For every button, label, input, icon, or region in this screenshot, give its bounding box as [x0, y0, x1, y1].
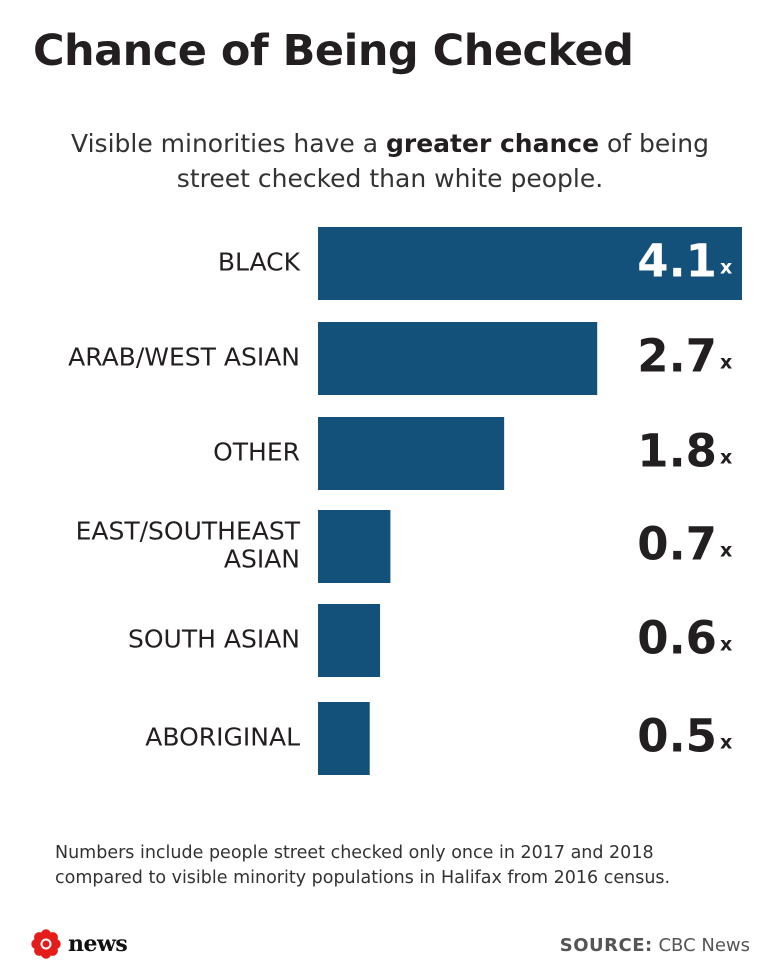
value-suffix-1: x	[720, 352, 732, 374]
subtitle-emphasis: greater chance	[385, 129, 600, 158]
cbc-news-logo: news	[30, 928, 128, 960]
cbc-gem-icon	[31, 929, 61, 959]
source-value: CBC News	[658, 935, 750, 956]
value-suffix-5: x	[720, 732, 732, 754]
value-label-0: 4.1	[637, 235, 717, 288]
category-label-5: ABORIGINAL	[145, 723, 300, 752]
subtitle-post: of being street checked than white peopl…	[176, 129, 709, 193]
bar-5	[318, 702, 370, 775]
value-label-3: 0.7	[637, 518, 717, 571]
category-label-2: OTHER	[213, 438, 300, 467]
source-label: SOURCE:	[559, 935, 653, 956]
value-suffix-2: x	[720, 447, 732, 469]
value-label-2: 1.8	[637, 425, 717, 478]
bar-1	[318, 322, 598, 395]
bar-0	[318, 227, 742, 300]
value-label-1: 2.7	[637, 330, 717, 383]
category-label-1: ARAB/WEST ASIAN	[68, 343, 300, 372]
chart-subtitle: Visible minorities have a greater chance…	[40, 126, 740, 196]
value-suffix-0: x	[720, 257, 732, 279]
footnote: Numbers include people street checked on…	[55, 841, 755, 891]
chart-title: Chance of Being Checked	[33, 26, 634, 76]
footnote-line-2: compared to visible minority populations…	[55, 868, 671, 888]
source-credit: SOURCE: CBC News	[560, 935, 750, 956]
category-label-3: EAST/SOUTHEAST ASIAN	[76, 517, 301, 574]
value-label-4: 0.6	[637, 612, 717, 665]
value-suffix-4: x	[720, 634, 732, 656]
footnote-line-1: Numbers include people street checked on…	[55, 843, 654, 863]
logo-text: news	[68, 931, 128, 957]
bar-4	[318, 604, 381, 677]
value-suffix-3: x	[720, 540, 732, 562]
value-label-5: 0.5	[637, 710, 717, 763]
cbc-gem-shape	[31, 929, 61, 959]
bar-2	[318, 417, 505, 490]
category-label-4: SOUTH ASIAN	[128, 625, 300, 654]
category-label-0: BLACK	[218, 248, 301, 277]
subtitle-pre: Visible minorities have a	[71, 129, 386, 158]
bar-3	[318, 510, 391, 583]
